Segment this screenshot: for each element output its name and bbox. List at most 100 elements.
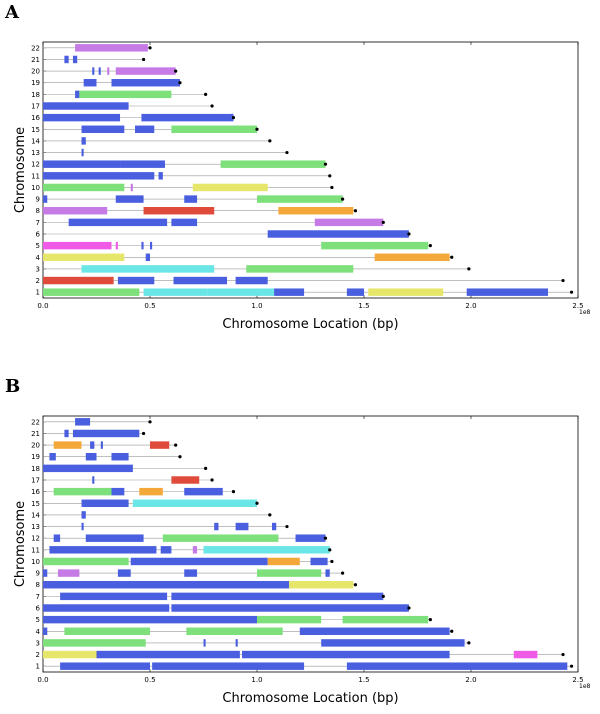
chromosome-row-15: 15	[31, 499, 259, 508]
chromosome-row-2: 2	[36, 650, 565, 659]
segment-green	[257, 615, 322, 624]
plot-frame	[42, 415, 579, 673]
segment-blue	[173, 276, 228, 285]
chromosome-row-17: 17	[31, 476, 214, 485]
chromosome-row-13: 13	[31, 148, 289, 157]
y-tick-label: 1	[36, 663, 40, 671]
chromosome-end-dot	[428, 244, 432, 248]
segment-cyan	[203, 546, 330, 554]
segment-blue	[53, 534, 61, 542]
chromosome-end-dot	[330, 559, 334, 564]
chromosome-row-19: 19	[31, 79, 182, 87]
segment-blue	[235, 639, 238, 647]
chromosome-end-dot	[231, 116, 236, 120]
segment-blue	[43, 172, 155, 180]
segment-green	[79, 90, 172, 99]
segment-green	[43, 557, 129, 566]
chromosome-end-dot	[561, 652, 565, 657]
segment-blue	[68, 218, 168, 227]
chromosome-row-3: 3	[36, 639, 471, 647]
y-tick-label: 8	[36, 207, 40, 215]
y-tick-label: 13	[31, 149, 40, 157]
segment-yellow	[43, 253, 125, 261]
chromosome-row-11: 11	[31, 546, 332, 554]
chromosome-end-dot	[569, 664, 574, 668]
segment-cyan	[207, 288, 275, 296]
segment-purple	[75, 44, 148, 52]
chromosome-end-dot	[323, 536, 328, 540]
chromosome-end-dot	[341, 571, 345, 575]
chromosome-end-dot	[178, 81, 182, 85]
segment-blue	[43, 615, 257, 624]
segment-blue	[115, 195, 144, 203]
y-tick-label: 3	[36, 639, 40, 647]
segment-blue	[325, 569, 330, 577]
chromosome-row-14: 14	[31, 511, 272, 519]
segment-blue	[92, 67, 95, 75]
chromosome-end-dot	[381, 220, 385, 224]
y-tick-label: 17	[31, 103, 40, 111]
chromosome-row-16: 16	[31, 113, 236, 122]
segment-blue	[43, 160, 121, 168]
segment-yellow	[368, 288, 444, 296]
chromosome-end-dot	[231, 490, 236, 494]
segment-blue	[64, 429, 69, 438]
segment-blue	[184, 487, 223, 496]
x-tick-label: 1.0	[251, 676, 262, 684]
chromosome-end-dot	[174, 443, 178, 447]
segment-green	[162, 534, 279, 542]
segment-blue	[64, 55, 69, 64]
chromosome-row-22: 22	[31, 44, 152, 52]
y-tick-label: 9	[36, 570, 40, 578]
segment-purple	[192, 546, 198, 554]
chromosome-end-dot	[561, 278, 565, 283]
segment-purple	[43, 207, 108, 215]
segment-red	[150, 441, 170, 449]
chromosome-row-13: 13	[31, 522, 289, 531]
segment-blue	[111, 453, 129, 461]
chromosome-end-dot	[148, 46, 152, 50]
chromosome-end-dot	[328, 548, 332, 552]
chromosome-end-dot	[174, 69, 178, 73]
segment-blue	[43, 569, 48, 577]
y-tick-label: 4	[36, 628, 41, 636]
segment-blue	[466, 288, 549, 296]
segment-yellow	[43, 650, 97, 659]
segment-blue	[171, 604, 409, 612]
segment-blue	[43, 581, 290, 589]
y-tick-label: 19	[31, 79, 40, 87]
segment-blue	[150, 241, 153, 250]
x-tick-label: 2.0	[465, 302, 476, 310]
segment-blue	[60, 592, 168, 601]
chromosome-end-dot	[178, 455, 182, 459]
y-tick-label: 4	[36, 254, 41, 262]
y-tick-label: 18	[31, 91, 40, 99]
segment-blue	[117, 569, 131, 577]
segment-blue	[43, 464, 133, 473]
segment-blue	[81, 499, 129, 507]
segment-green	[53, 487, 112, 496]
chromosome-row-18: 18	[31, 464, 208, 473]
chromosome-end-dot	[141, 57, 146, 62]
chromosome-end-dot	[428, 618, 432, 622]
chromosome-row-8: 8	[36, 207, 358, 215]
x-axis-title: Chromosome Location (bp)	[222, 691, 398, 706]
segment-blue	[242, 650, 450, 659]
chromosome-end-dot	[328, 174, 332, 178]
y-tick-label: 14	[31, 511, 40, 519]
segment-blue	[72, 429, 140, 438]
chromosome-row-5: 5	[36, 615, 432, 624]
segment-blue	[81, 148, 84, 157]
segment-green	[43, 288, 140, 296]
y-tick-label: 6	[36, 605, 41, 613]
segment-blue	[60, 662, 151, 670]
chromosome-end-dot	[569, 290, 574, 294]
chromosome-end-dot	[353, 209, 358, 213]
chromosome-row-4: 4	[36, 253, 454, 262]
segment-blue	[75, 90, 80, 99]
chromosome-row-3: 3	[36, 265, 471, 273]
chromosome-row-12: 12	[31, 160, 328, 169]
segment-purple	[57, 569, 80, 577]
y-tick-label: 19	[31, 453, 40, 461]
y-tick-label: 11	[31, 172, 40, 180]
